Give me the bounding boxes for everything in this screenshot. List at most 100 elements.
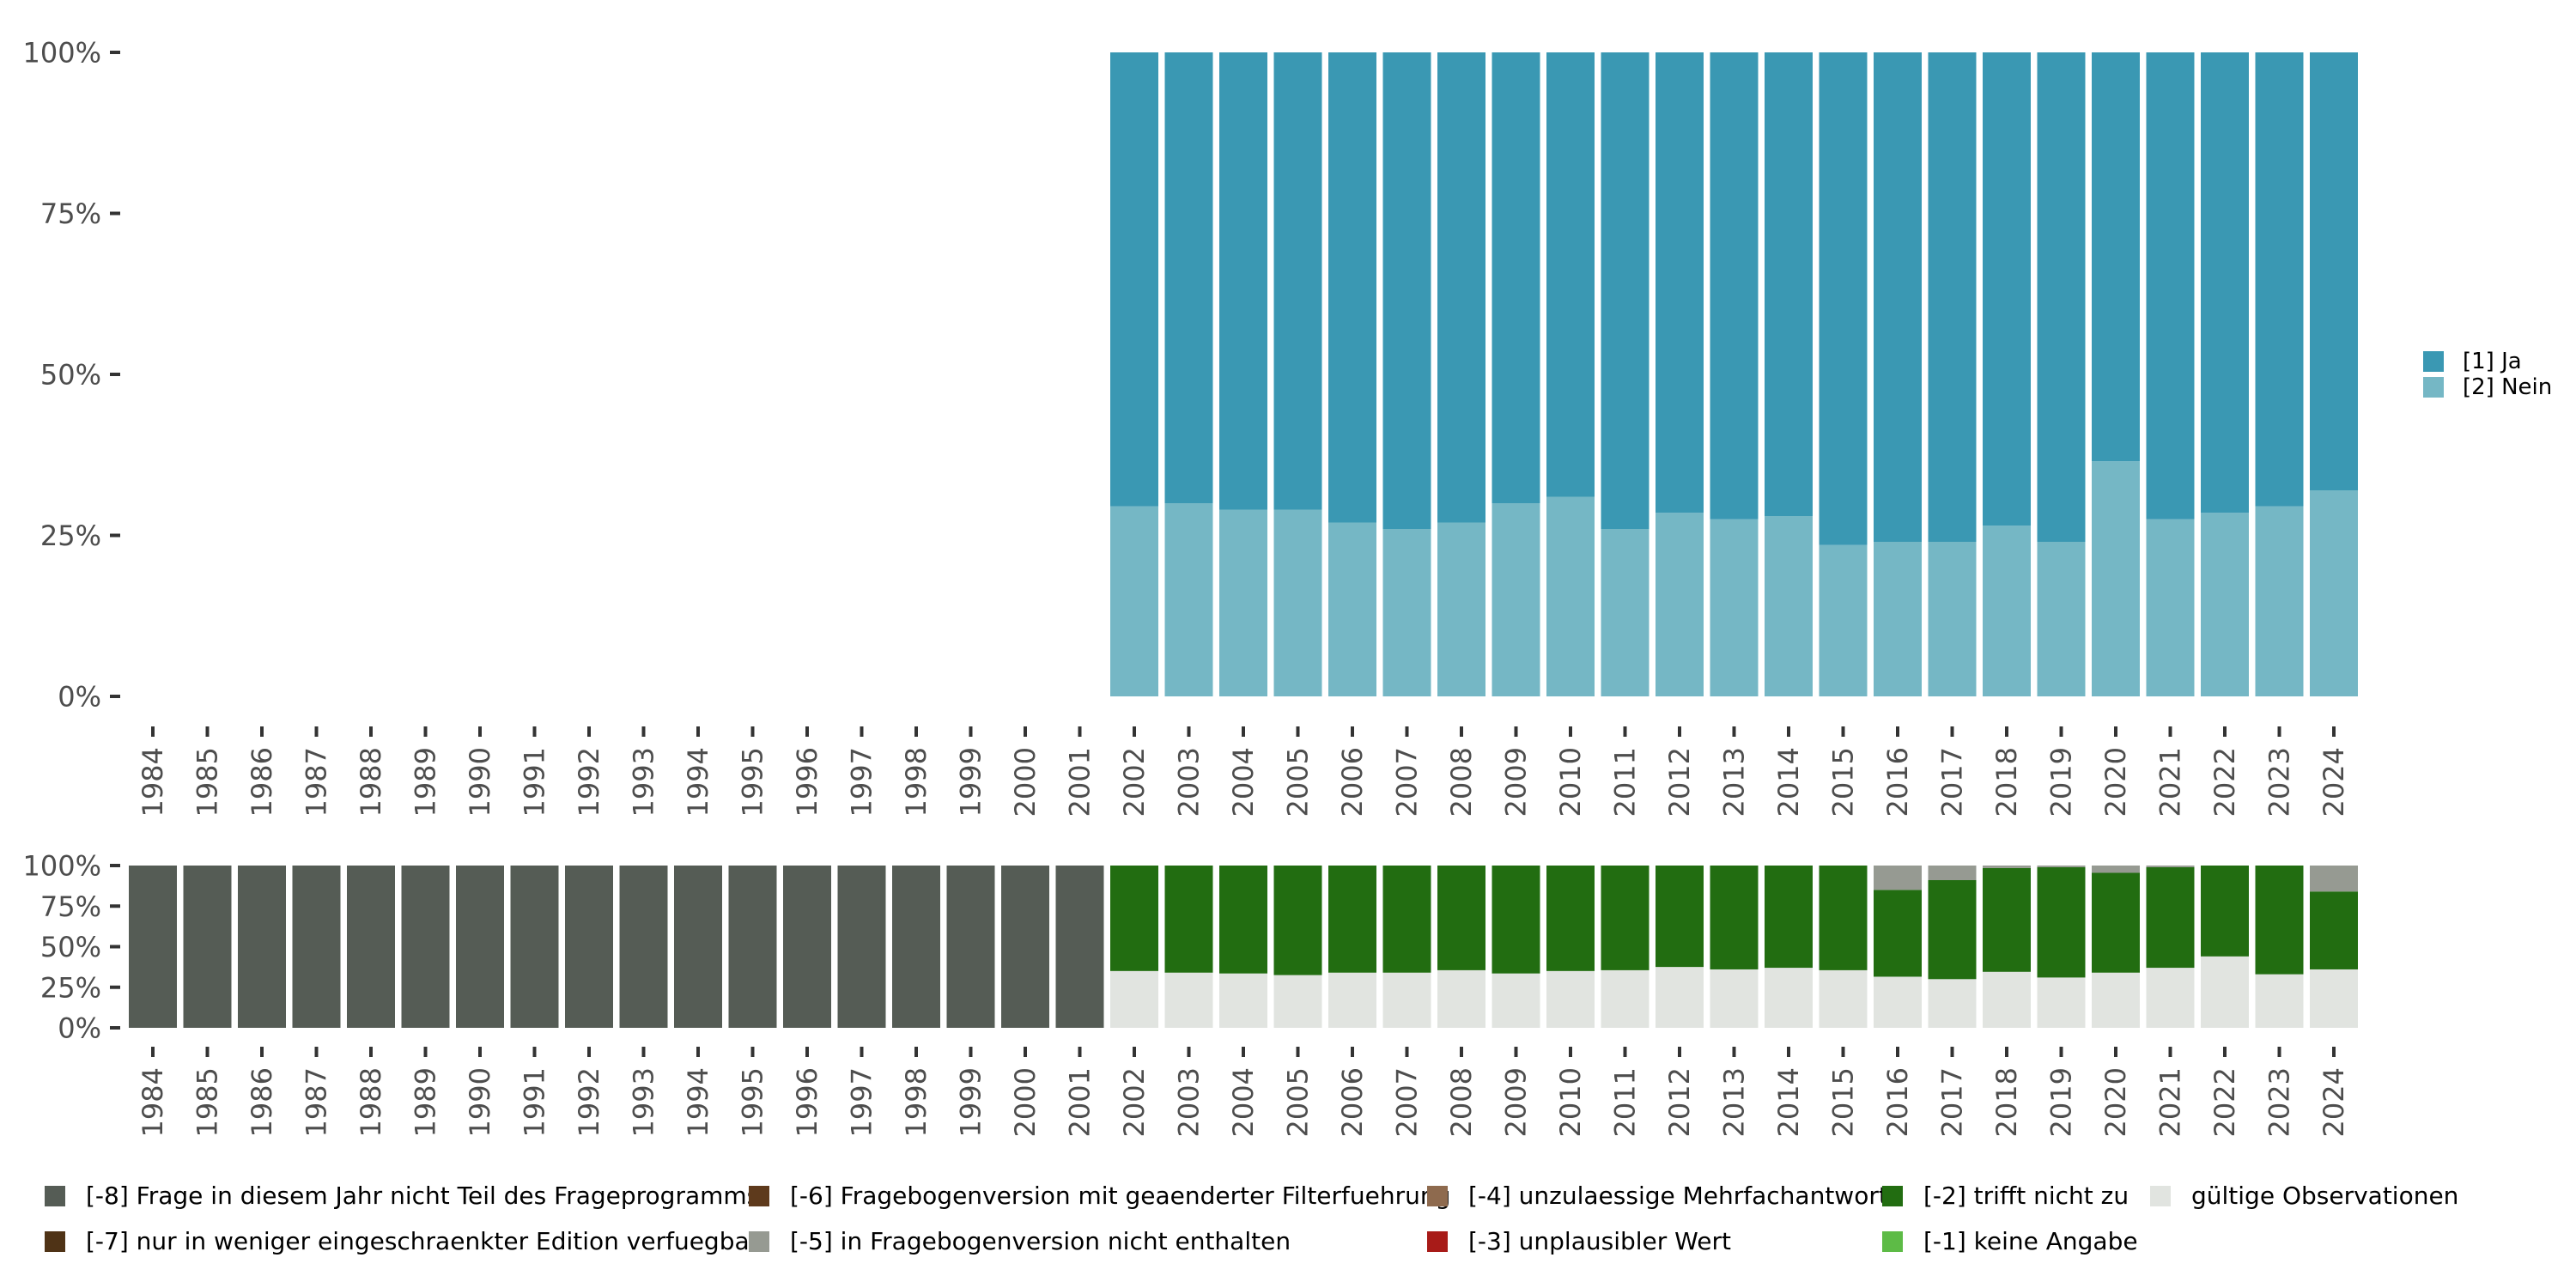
top-bar-1-ja-2005 (1273, 52, 1322, 510)
top-xtick-label: 2011 (1609, 747, 1642, 817)
top-bar-1-ja-2024 (2310, 52, 2358, 490)
bottom-xtick-label: 2001 (1064, 1067, 1097, 1137)
top-xtick-label: 1996 (791, 747, 823, 817)
bottom-xtick-label: 1998 (900, 1067, 933, 1137)
bottom-bar-g-ltige-observationen-2007 (1382, 972, 1431, 1028)
top-xtick-label: 2018 (1990, 747, 2023, 817)
top-bar-2-nein-2019 (2037, 542, 2086, 696)
bottom-xtick-label: 1993 (628, 1067, 660, 1137)
legend-label-2-trifft-nicht-zu: [-2] trifft nicht zu (1923, 1182, 2129, 1210)
bottom-bar-8-frage-in-diesem-jahr-nicht-teil-des-frageprogramms-1989 (401, 866, 450, 1028)
bottom-bar-2-trifft-nicht-zu-2003 (1164, 866, 1213, 973)
bottom-bar-g-ltige-observationen-2015 (1819, 969, 1868, 1028)
bottom-bar-2-trifft-nicht-zu-2013 (1710, 866, 1759, 969)
top-bar-1-ja-2015 (1819, 52, 1868, 545)
top-bar-2-nein-2018 (1983, 526, 2031, 696)
top-bar-2-nein-2009 (1492, 503, 1540, 696)
bottom-bar-8-frage-in-diesem-jahr-nicht-teil-des-frageprogramms-2001 (1055, 866, 1104, 1028)
top-xtick-label: 1999 (955, 747, 987, 817)
bottom-bar-8-frage-in-diesem-jahr-nicht-teil-des-frageprogramms-1995 (728, 866, 777, 1028)
bottom-bar-g-ltige-observationen-2021 (2146, 968, 2195, 1028)
top-xtick-label: 2006 (1336, 747, 1369, 817)
bottom-bar-g-ltige-observationen-2013 (1710, 969, 1759, 1028)
top-bar-2-nein-2024 (2310, 490, 2358, 696)
bottom-bar-2-trifft-nicht-zu-2012 (1656, 866, 1704, 968)
bottom-xtick-label: 1995 (737, 1067, 769, 1137)
top-bar-1-ja-2022 (2201, 52, 2249, 513)
top-bar-2-nein-2002 (1110, 506, 1158, 696)
top-xtick-label: 2013 (1718, 747, 1751, 817)
bottom-bar-8-frage-in-diesem-jahr-nicht-teil-des-frageprogramms-1991 (510, 866, 559, 1028)
bottom-bar-8-frage-in-diesem-jahr-nicht-teil-des-frageprogramms-1997 (837, 866, 886, 1028)
bottom-ytick-label: 50% (40, 931, 101, 963)
bottom-xtick-label: 2023 (2263, 1067, 2296, 1137)
top-xtick-label: 1998 (900, 747, 933, 817)
top-bar-1-ja-2017 (1928, 52, 1977, 542)
bottom-bar-2-trifft-nicht-zu-2024 (2310, 891, 2358, 969)
top-bar-1-ja-2003 (1164, 52, 1213, 503)
bottom-bar-8-frage-in-diesem-jahr-nicht-teil-des-frageprogramms-1992 (565, 866, 613, 1028)
bottom-bar-2-trifft-nicht-zu-2017 (1928, 880, 1977, 980)
top-xtick-label: 2015 (1827, 747, 1860, 817)
top-xtick-label: 2001 (1064, 747, 1097, 817)
bottom-bar-g-ltige-observationen-2024 (2310, 969, 2358, 1028)
top-bar-1-ja-2008 (1437, 52, 1485, 523)
bottom-xtick-label: 2015 (1827, 1067, 1860, 1137)
bottom-xtick-label: 1994 (682, 1067, 714, 1137)
bottom-xtick-label: 2020 (2099, 1067, 2132, 1137)
legend-label-5-in-fragebogenversion-nicht-enthalten: [-5] in Fragebogenversion nicht enthalte… (790, 1227, 1291, 1255)
bottom-xtick-label: 2011 (1609, 1067, 1642, 1137)
bottom-bar-2-trifft-nicht-zu-2022 (2201, 866, 2249, 957)
bottom-bar-2-trifft-nicht-zu-2010 (1546, 866, 1595, 971)
top-bar-2-nein-2022 (2201, 513, 2249, 696)
top-xtick-label: 2008 (1445, 747, 1478, 817)
legend-swatch-1-keine-angabe (1882, 1231, 1903, 1252)
bottom-xtick-label: 1990 (464, 1067, 496, 1137)
top-bar-1-ja-2006 (1328, 52, 1376, 523)
bottom-bar-2-trifft-nicht-zu-2019 (2037, 866, 2086, 978)
top-bar-2-nein-2007 (1382, 529, 1431, 696)
bottom-bar-5-in-fragebogenversion-nicht-enthalten-2016 (1874, 866, 1922, 890)
bottom-bar-2-trifft-nicht-zu-2020 (2092, 872, 2140, 973)
top-bar-1-ja-2009 (1492, 52, 1540, 503)
top-bar-1-ja-2021 (2146, 52, 2195, 519)
legend-swatch-6-fragebogenversion-mit-geaenderter-filterfuehrung (749, 1186, 769, 1206)
top-xtick-label: 2020 (2099, 747, 2132, 817)
top-xtick-label: 2022 (2208, 747, 2241, 817)
bottom-ytick-label: 0% (58, 1012, 101, 1045)
bottom-bar-5-in-fragebogenversion-nicht-enthalten-2021 (2146, 866, 2195, 867)
bottom-xtick-label: 2002 (1118, 1067, 1151, 1137)
top-xtick-label: 2002 (1118, 747, 1151, 817)
top-xtick-label: 2000 (1009, 747, 1042, 817)
bottom-bar-2-trifft-nicht-zu-2008 (1437, 866, 1485, 970)
bottom-xtick-label: 1992 (573, 1067, 605, 1137)
top-xtick-label: 2021 (2154, 747, 2187, 817)
bottom-xtick-label: 1989 (410, 1067, 442, 1137)
top-bar-1-ja-2013 (1710, 52, 1759, 519)
top-bar-1-ja-2010 (1546, 52, 1595, 497)
top-bar-1-ja-2020 (2092, 52, 2140, 462)
top-bar-2-nein-2017 (1928, 542, 1977, 696)
bottom-bar-g-ltige-observationen-2017 (1928, 979, 1977, 1028)
bottom-xtick-label: 2000 (1009, 1067, 1042, 1137)
top-ytick-label: 25% (40, 519, 101, 552)
top-bar-2-nein-2016 (1874, 542, 1922, 696)
top-bar-1-ja-2023 (2255, 52, 2304, 507)
bottom-bar-g-ltige-observationen-2010 (1546, 970, 1595, 1028)
bottom-xtick-label: 1997 (846, 1067, 878, 1137)
top-xtick-label: 2023 (2263, 747, 2296, 817)
bottom-xtick-label: 2009 (1500, 1067, 1533, 1137)
bottom-bar-2-trifft-nicht-zu-2002 (1110, 866, 1158, 971)
top-xtick-label: 1988 (355, 747, 387, 817)
bottom-bar-8-frage-in-diesem-jahr-nicht-teil-des-frageprogramms-1999 (946, 866, 995, 1028)
top-ytick-label: 100% (23, 37, 101, 70)
top-bar-1-ja-2019 (2037, 52, 2086, 542)
bottom-xtick-label: 2024 (2318, 1067, 2350, 1137)
top-xtick-label: 2019 (2045, 747, 2078, 817)
top-bar-2-nein-2013 (1710, 519, 1759, 696)
top-bar-2-nein-2003 (1164, 503, 1213, 696)
top-xtick-label: 1985 (191, 747, 224, 817)
bottom-bar-5-in-fragebogenversion-nicht-enthalten-2017 (1928, 866, 1977, 881)
bottom-bar-2-trifft-nicht-zu-2021 (2146, 866, 2195, 969)
